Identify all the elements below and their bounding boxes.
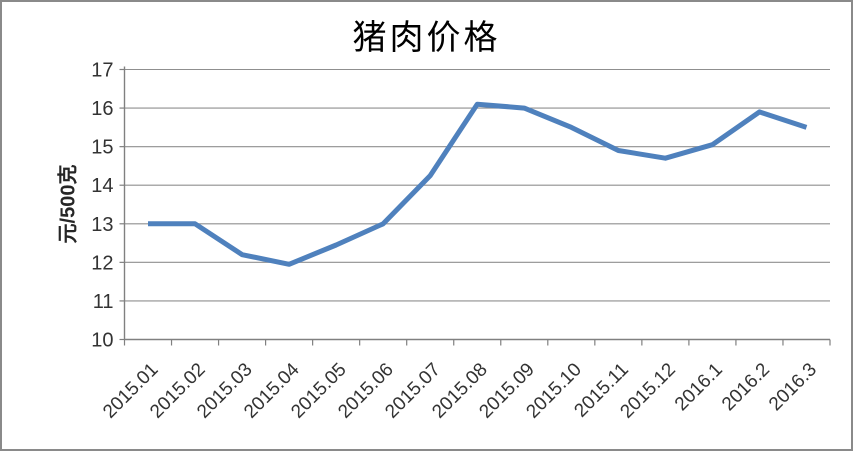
chart-title: 猪肉价格	[352, 18, 501, 58]
y-axis-tick-label: 14	[91, 175, 113, 197]
y-axis-tick-label: 15	[91, 137, 113, 159]
x-axis-tick-label: 2016.1	[671, 359, 727, 415]
y-axis-tick-label: 13	[91, 214, 113, 236]
y-axis-tick-label: 16	[91, 98, 113, 120]
y-axis-tick-label: 12	[91, 252, 113, 274]
x-axis-tick-label: 2016.2	[718, 359, 774, 415]
y-axis-tick-label: 11	[93, 291, 114, 313]
price-line	[148, 101, 808, 267]
y-axis-tick-label: 10	[91, 330, 113, 352]
x-axis-tick-label: 2016.3	[765, 359, 821, 415]
y-axis-tick-label: 17	[91, 60, 113, 82]
